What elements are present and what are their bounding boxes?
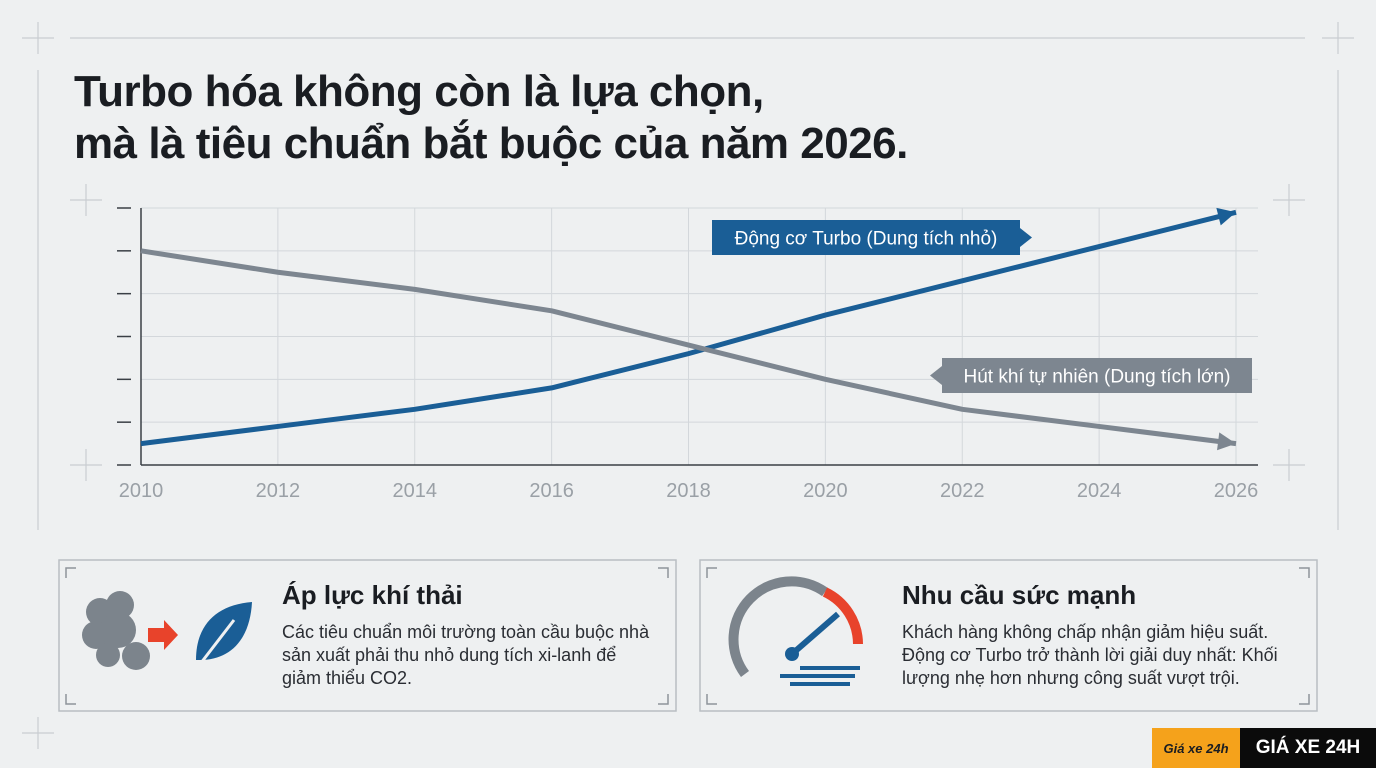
title: Turbo hóa không còn là lựa chọn, mà là t… [74, 66, 908, 170]
series-arrowhead [1216, 207, 1236, 226]
card-text: Các tiêu chuẩn môi trường toàn cầu buộc … [282, 622, 650, 688]
speedometer-icon [728, 576, 863, 686]
frame [22, 22, 1354, 749]
x-tick-label: 2024 [1077, 480, 1122, 502]
x-tick-label: 2012 [256, 480, 301, 502]
title-line: Turbo hóa không còn là lựa chọn, [74, 67, 764, 116]
card-title: Áp lực khí thải [282, 580, 463, 610]
brand-logo: Giá xe 24h [1152, 728, 1240, 768]
card-title: Nhu cầu sức mạnh [902, 580, 1137, 610]
x-tick-label: 2014 [393, 480, 438, 502]
legend-label: Hút khí tự nhiên (Dung tích lớn) [963, 367, 1230, 388]
card-text: Khách hàng không chấp nhận giảm hiệu suấ… [902, 622, 1278, 688]
legend-box [712, 220, 1020, 255]
card-frame [58, 559, 677, 712]
legend-box [942, 358, 1252, 393]
series-arrowhead [1217, 432, 1236, 451]
legend-pointer [930, 366, 942, 385]
card-corners [65, 567, 1310, 705]
x-tick-label: 2022 [940, 480, 985, 502]
x-tick-label: 2020 [803, 480, 848, 502]
x-tick-label: 2026 [1214, 480, 1259, 502]
brand-name: GIÁ XE 24H [1240, 728, 1376, 768]
x-tick-label: 2010 [119, 480, 164, 502]
x-tick-label: 2016 [529, 480, 574, 502]
title-line: mà là tiêu chuẩn bắt buộc của năm 2026. [74, 119, 908, 168]
legend-label: Động cơ Turbo (Dung tích nhỏ) [735, 229, 998, 250]
series-line [140, 248, 1237, 447]
legend-pointer [1020, 228, 1032, 247]
card-frame [699, 559, 1318, 712]
emission-icon [82, 591, 252, 673]
x-tick-label: 2018 [666, 480, 711, 502]
series-line [140, 209, 1237, 447]
